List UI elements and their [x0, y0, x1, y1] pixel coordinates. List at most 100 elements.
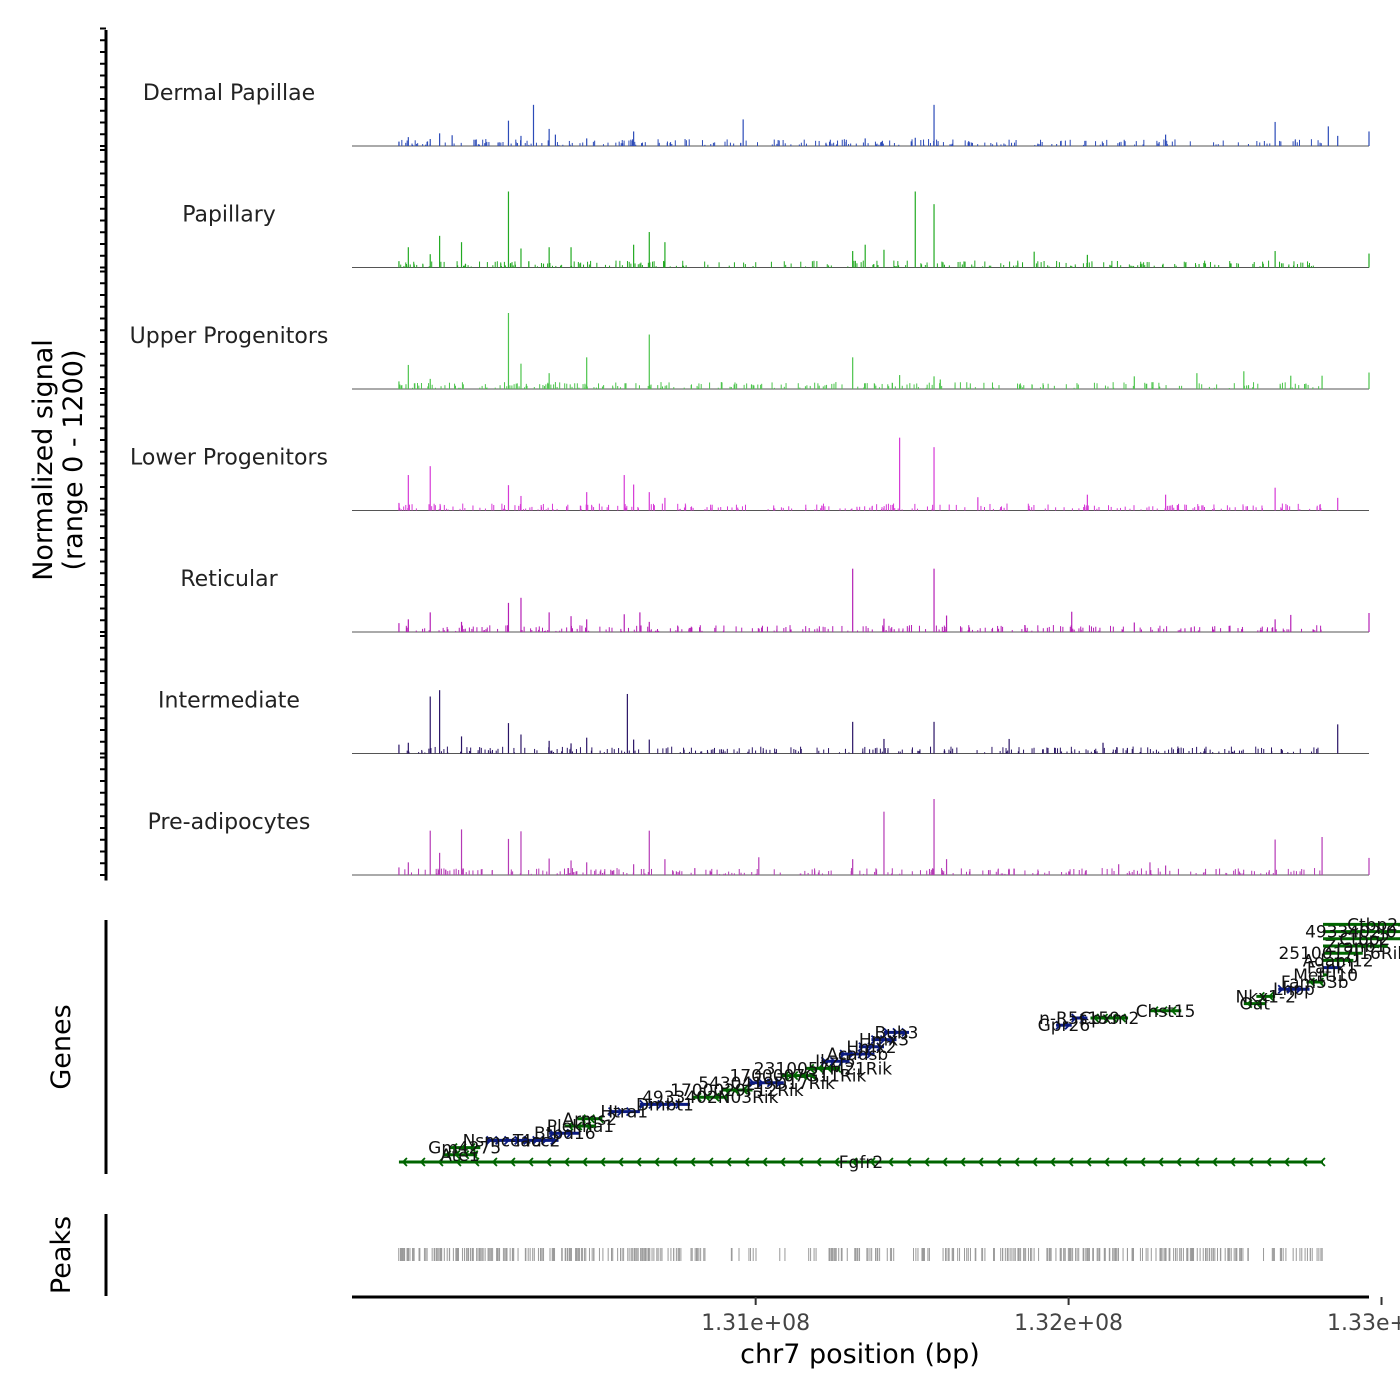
- gene-1700029F12Rik: 1700029F12Rik: [670, 1081, 804, 1101]
- strand-arrow: [472, 1150, 479, 1160]
- strand-arrow: [839, 1049, 846, 1059]
- gene-4933402J07Rik: 4933402J07Rik: [1305, 923, 1400, 943]
- strand-arrow: [879, 1034, 886, 1045]
- gene-track: Fgfr2Ate1Gm4275Nsmce4aTacc2Btbd16Plekha1…: [398, 915, 1400, 1173]
- strand-arrow: [527, 1157, 534, 1167]
- strand-arrow: [545, 1157, 552, 1167]
- strand-arrow: [1049, 1157, 1056, 1167]
- strand-arrow: [923, 1157, 930, 1167]
- strand-arrow: [1013, 1157, 1020, 1167]
- gene-Fank1: Fank1: [1307, 959, 1357, 979]
- gene-Gm4275: Gm4275: [428, 1139, 501, 1159]
- x-axis-label: chr7 position (bp): [740, 1339, 980, 1370]
- gene-Zranb1: Zranb1: [1323, 937, 1388, 957]
- strand-arrow: [581, 1157, 588, 1167]
- strand-arrow: [455, 1157, 462, 1167]
- strand-arrow: [1268, 991, 1274, 1002]
- strand-arrow: [1031, 1157, 1038, 1167]
- strand-arrow: [829, 1056, 836, 1066]
- strand-arrow: [523, 1135, 529, 1146]
- genes-axis-label: Genes: [46, 1004, 77, 1089]
- strand-arrow: [1283, 1157, 1290, 1167]
- strand-arrow: [723, 1085, 730, 1095]
- strand-arrow: [757, 1078, 764, 1088]
- track-noise: [399, 382, 1320, 389]
- strand-arrow: [1157, 1157, 1164, 1167]
- gene-n-R5s159: n-R5s159: [1039, 1009, 1120, 1029]
- track-noise: [406, 746, 1319, 754]
- strand-arrow: [657, 1099, 664, 1110]
- gene-Nsmce4a: Nsmce4a: [463, 1131, 542, 1151]
- gene-Hmx3: Hmx3: [859, 1031, 909, 1051]
- gene-label: Gpr26: [1038, 1016, 1091, 1036]
- gene-label: 1700029F12Rik: [670, 1081, 804, 1101]
- strand-arrow: [567, 1121, 574, 1131]
- gene-label: Bub3: [874, 1023, 918, 1043]
- strand-arrow: [833, 1157, 840, 1167]
- strand-arrow: [1103, 1157, 1110, 1167]
- gene-label: n-R5s159: [1039, 1009, 1120, 1029]
- strand-arrow: [905, 1157, 912, 1167]
- gene-label: Hmx2: [846, 1038, 896, 1058]
- gene-label: Plekha1: [547, 1117, 614, 1137]
- gene-Arms2: Arms2: [563, 1110, 618, 1130]
- gene-5430419D17Rik: 5430419D17Rik: [698, 1074, 835, 1094]
- strand-arrow: [473, 1157, 480, 1167]
- strand-arrow: [514, 1135, 520, 1146]
- strand-arrow: [1170, 1006, 1177, 1016]
- gene-Chst15: Chst15: [1136, 1002, 1196, 1022]
- gene-label: 4933402J07Rik: [1305, 923, 1400, 943]
- track-label: Intermediate: [158, 689, 300, 714]
- strand-arrow: [761, 1157, 768, 1167]
- strand-arrow: [887, 1157, 894, 1167]
- strand-arrow: [1246, 998, 1253, 1009]
- strand-arrow: [509, 1157, 516, 1167]
- peak-region-track: [398, 1248, 1323, 1261]
- strand-arrow: [817, 1063, 824, 1074]
- signal-y-axis-label-line2: (range 0 - 1200): [58, 350, 89, 571]
- strand-arrow: [675, 1099, 682, 1110]
- gene-Fgfr2: Fgfr2: [398, 1153, 1326, 1173]
- gene-label: Adam12: [1303, 951, 1374, 971]
- strand-arrow: [848, 1049, 855, 1059]
- strand-arrow: [867, 1042, 874, 1052]
- strand-arrow: [689, 1157, 696, 1167]
- x-tick-label: 1.32e+08: [1014, 1311, 1123, 1336]
- track-noise: [398, 503, 1322, 511]
- strand-arrow: [460, 1142, 467, 1153]
- strand-arrow: [532, 1135, 538, 1146]
- strand-arrow: [815, 1157, 822, 1167]
- strand-arrow: [826, 1063, 833, 1074]
- strand-arrow: [599, 1157, 606, 1167]
- track-label: Lower Progenitors: [130, 446, 328, 471]
- strand-arrow: [766, 1078, 773, 1088]
- strand-arrow: [503, 1135, 510, 1146]
- strand-arrow: [469, 1142, 476, 1153]
- strand-arrow: [695, 1092, 702, 1102]
- track-noise: [398, 139, 1322, 146]
- strand-arrow: [792, 1070, 799, 1081]
- strand-arrow: [566, 1128, 573, 1138]
- strand-arrow: [419, 1157, 426, 1167]
- strand-arrow: [892, 1027, 899, 1038]
- gene-4933402N03Rik: 4933402N03Rik: [642, 1088, 779, 1108]
- strand-arrow: [557, 1128, 564, 1138]
- strand-arrow: [1071, 1013, 1077, 1023]
- strand-arrow: [888, 1034, 895, 1045]
- strand-arrow: [671, 1157, 678, 1167]
- strand-arrow: [1277, 984, 1284, 994]
- strand-arrow: [1309, 977, 1316, 987]
- x-tick-label: 1.31e+08: [701, 1311, 810, 1336]
- strand-arrow: [797, 1157, 804, 1167]
- gene-label: 2310057M21Rik: [754, 1059, 893, 1079]
- gene-Ate1: Ate1: [440, 1146, 479, 1166]
- strand-arrow: [451, 1142, 458, 1153]
- x-axis-ticks: 1.31e+08 1.32e+08 1.33e+08: [701, 1297, 1400, 1336]
- strand-arrow: [635, 1157, 642, 1167]
- gene-label: 4933402N03Rik: [642, 1088, 779, 1108]
- strand-arrow: [548, 1128, 555, 1138]
- gene-label: 5430419D17Rik: [698, 1074, 835, 1094]
- gene-Dmbt1: Dmbt1: [636, 1095, 694, 1115]
